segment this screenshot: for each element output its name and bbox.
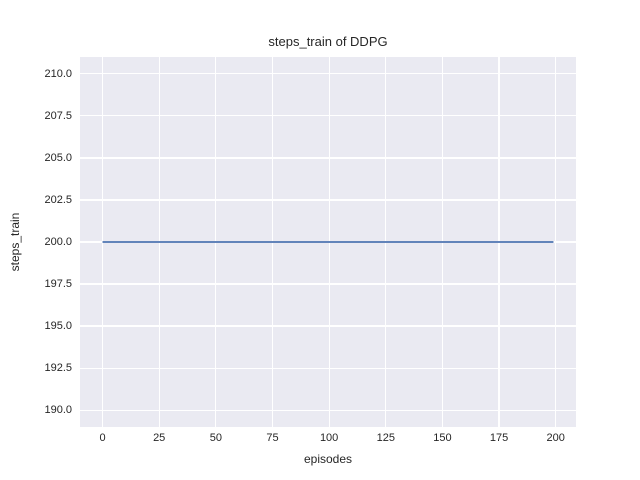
x-tick-label: 200	[546, 432, 565, 444]
y-gridline	[80, 115, 576, 117]
y-tick-label: 202.5	[44, 193, 72, 206]
y-gridline	[80, 409, 576, 411]
y-tick-label: 195.0	[44, 320, 72, 333]
y-gridline	[80, 157, 576, 159]
line-series-layer	[102, 241, 554, 243]
x-tick-label: 75	[266, 432, 279, 444]
y-tick-label: 192.5	[44, 362, 72, 375]
y-gridline	[80, 73, 576, 75]
y-tick-label: 200.0	[44, 236, 72, 248]
plot-area	[80, 57, 576, 427]
y-tick-label: 190.0	[44, 404, 72, 417]
y-tick-label: 210.0	[44, 67, 72, 80]
x-tick-label: 50	[209, 432, 222, 444]
chart-title: steps_train of DDPG	[268, 34, 388, 49]
x-tick-label: 100	[319, 432, 339, 444]
y-gridline	[80, 325, 576, 327]
y-gridline	[80, 367, 576, 369]
x-tick-label: 175	[489, 432, 509, 444]
y-gridline	[80, 283, 576, 285]
y-axis-label-text: steps_train	[8, 212, 22, 272]
x-tick-label: 25	[153, 432, 166, 444]
y-tick-label: 205.0	[44, 151, 72, 164]
x-tick-label: 125	[376, 432, 395, 444]
y-gridline	[80, 199, 576, 201]
x-tick-label: 0	[99, 432, 106, 444]
x-tick-label: 150	[433, 432, 452, 444]
y-tick-label: 197.5	[44, 278, 72, 291]
x-axis-label: episodes	[303, 452, 353, 466]
y-tick-label: 207.5	[44, 109, 72, 122]
